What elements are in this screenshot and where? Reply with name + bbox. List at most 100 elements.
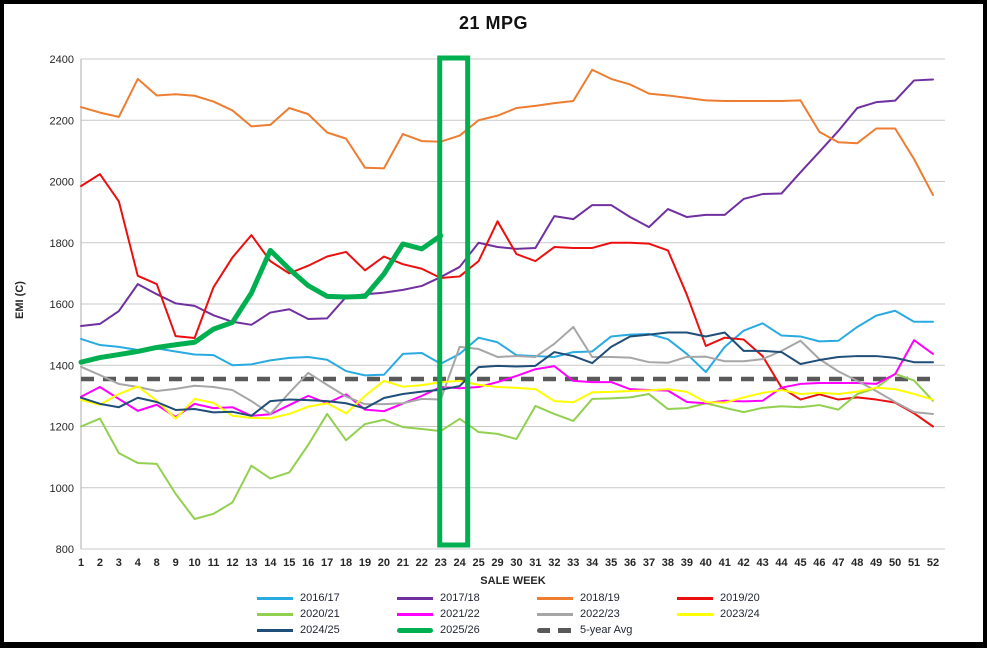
legend-item-2019-20: 2019/20 [677,590,817,606]
x-tick-label: 29 [491,557,503,569]
series-line-2021-22 [80,339,934,419]
legend-item-2021-22: 2021/22 [397,606,537,622]
y-tick-label: 2400 [50,54,74,66]
legend-marker-2018-19 [537,596,573,600]
legend-marker-2022-23 [537,612,573,616]
x-tick-label: 19 [359,557,371,569]
series-line-2020-21 [80,372,934,520]
legend-marker-2017-18 [397,596,433,600]
x-tick-label: 4 [135,557,142,569]
legend-label: 2020/21 [300,608,340,620]
legend-item-2023-24: 2023/24 [677,606,817,622]
x-tick-label: 15 [283,557,295,569]
legend-label: 2018/19 [580,592,620,604]
legend-item-2024-25: 2024/25 [257,622,397,638]
x-tick-label: 12 [226,557,238,569]
legend-marker-5-year-avg [537,627,573,633]
x-tick-label: 17 [321,557,333,569]
y-tick-label: 1400 [50,360,74,372]
legend-item-2017-18: 2017/18 [397,590,537,606]
x-tick-label: 10 [188,557,200,569]
x-tick-label: 40 [700,557,712,569]
x-tick-label: 33 [567,557,579,569]
series-line-2018-19 [80,68,934,196]
y-tick-label: 1200 [50,422,74,434]
x-tick-label: 31 [529,557,541,569]
legend-item-2016-17: 2016/17 [257,590,397,606]
x-tick-label: 16 [302,557,314,569]
legend: 2016/17 2017/18 2018/19 2019/20 2020/21 2021/… [257,590,817,638]
x-tick-label: 49 [870,557,882,569]
y-tick-label: 800 [56,544,74,556]
x-tick-label: 25 [472,557,484,569]
x-tick-label: 32 [548,557,560,569]
legend-item-2025-26: 2025/26 [397,622,537,638]
x-tick-label: 3 [116,557,122,569]
legend-item-2020-21: 2020/21 [257,606,397,622]
series-line-2016-17 [80,309,934,377]
x-tick-label: 18 [340,557,352,569]
legend-item-5-year-avg: 5-year Avg [537,622,677,638]
x-tick-label: 8 [154,557,160,569]
legend-label: 2024/25 [300,624,340,636]
legend-marker-2023-24 [677,612,713,616]
x-tick-label: 36 [624,557,636,569]
x-tick-label: 37 [643,557,655,569]
legend-marker-2021-22 [397,612,433,616]
y-tick-label: 1000 [50,483,74,495]
x-tick-label: 41 [719,557,731,569]
legend-label: 2023/24 [720,608,760,620]
y-tick-label: 1800 [50,238,74,250]
legend-label: 5-year Avg [580,624,633,636]
legend-label: 2016/17 [300,592,340,604]
x-tick-label: 14 [264,557,277,569]
x-tick-label: 2 [97,557,103,569]
x-tick-label: 22 [416,557,428,569]
x-tick-label: 42 [738,557,750,569]
highlight-box [437,55,471,548]
x-tick-label: 13 [245,557,257,569]
x-tick-label: 21 [397,557,409,569]
series-line-2025-26 [78,233,444,365]
x-tick-label: 34 [586,557,599,569]
y-tick-label: 1600 [50,299,74,311]
legend-item-2022-23: 2022/23 [537,606,677,622]
y-tick-label: 2000 [50,177,74,189]
x-tick-label: 35 [605,557,617,569]
series-line-2017-18 [80,78,934,328]
x-tick-label: 50 [889,557,901,569]
legend-marker-2019-20 [677,596,713,600]
legend-marker-2024-25 [257,628,293,632]
x-tick-label: 24 [454,557,467,569]
legend-label: 2019/20 [720,592,760,604]
legend-label: 2025/26 [440,624,480,636]
x-tick-label: 1 [78,557,84,569]
x-tick-label: 46 [813,557,825,569]
x-tick-label: 45 [794,557,806,569]
series-line-2024-25 [80,331,934,417]
legend-label: 2022/23 [580,608,620,620]
x-tick-label: 23 [435,557,447,569]
x-axis-title: SALE WEEK [480,575,546,587]
x-tick-label: 48 [851,557,863,569]
legend-marker-2025-26 [397,627,433,633]
legend-label: 2021/22 [440,608,480,620]
x-tick-label: 43 [756,557,768,569]
y-tick-label: 2200 [50,115,74,127]
x-tick-label: 11 [208,557,220,569]
x-tick-label: 47 [832,557,844,569]
chart-title: 21 MPG [458,13,529,33]
x-tick-label: 9 [173,557,179,569]
legend-marker-2020-21 [257,612,293,616]
x-tick-label: 30 [510,557,522,569]
x-tick-label: 20 [378,557,390,569]
x-tick-label: 44 [775,557,788,569]
legend-marker-2016-17 [257,596,293,600]
series-line-2023-24 [80,379,934,420]
x-tick-label: 38 [662,557,674,569]
legend-label: 2017/18 [440,592,480,604]
legend-item-2018-19: 2018/19 [537,590,677,606]
x-tick-label: 51 [908,557,920,569]
